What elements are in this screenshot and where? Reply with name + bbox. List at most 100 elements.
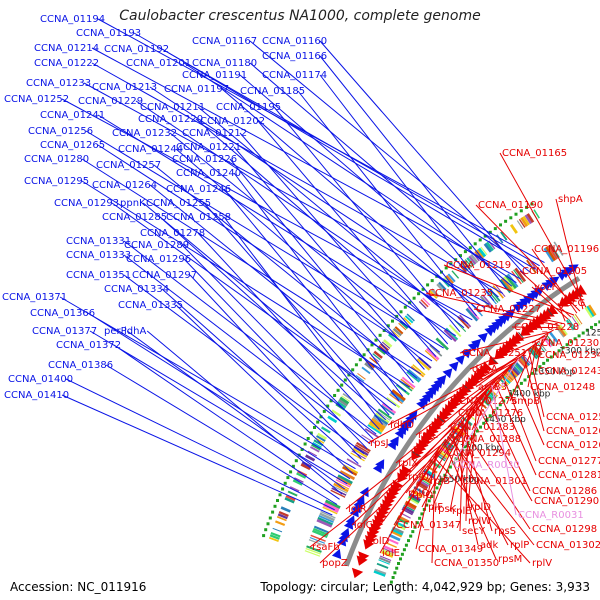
gc-dot: [565, 343, 569, 347]
annotation-bar: [531, 346, 541, 357]
annotation-bar: [447, 273, 456, 283]
gc-dot: [459, 254, 462, 258]
annotation-bar: [546, 334, 555, 345]
annotation-bar: [485, 390, 496, 400]
annotation-bar: [388, 333, 397, 342]
leader-line: [509, 366, 545, 446]
gc-dot: [420, 512, 424, 516]
leader-line: [175, 304, 354, 475]
annotation-bar: [364, 428, 380, 439]
annotation-bar: [556, 327, 565, 338]
annotation-bar: [404, 315, 414, 324]
leader-line: [59, 296, 356, 470]
gc-dot: [479, 425, 482, 429]
annotation-bar: [311, 443, 321, 451]
leader-line: [443, 441, 497, 560]
leader-line: [89, 330, 348, 485]
plus-strand-gene: [401, 464, 413, 476]
annotation-bar: [376, 346, 386, 355]
leader-line: [431, 453, 436, 564]
gene-label-minus: CCNA_01377: [32, 326, 97, 337]
gc-dot: [482, 421, 486, 425]
scale-tick-mark: [437, 416, 445, 423]
annotation-bar: [466, 257, 475, 267]
gc-dot: [523, 378, 527, 382]
leader-line: [257, 120, 449, 345]
gene-label-plus: iolC: [354, 520, 373, 531]
leader-line: [97, 114, 456, 337]
annotation-bar: [514, 267, 527, 283]
leader-line: [61, 394, 333, 516]
annotation-bar: [268, 536, 279, 542]
minus-strand-gene: [471, 338, 482, 349]
gene-label-minus: CCNA_01293: [54, 198, 119, 209]
gene-label-plus: CCNA_01275: [452, 396, 517, 407]
annotation-bar: [355, 444, 370, 454]
gc-dot: [266, 522, 270, 526]
annotation-bar: [533, 209, 540, 219]
annotation-bar: [343, 464, 359, 474]
annotation-bar: [376, 562, 389, 569]
gene-label-minus: CCNA_01241: [40, 110, 105, 121]
leader-line: [474, 402, 533, 502]
gc-dot: [514, 212, 518, 216]
annotation-bar: [327, 415, 338, 424]
gc-dot: [309, 431, 313, 435]
leader-line: [421, 397, 481, 508]
leader-line: [123, 274, 365, 455]
annotation-bar: [379, 555, 392, 562]
annotation-bar: [390, 530, 403, 538]
minus-strand-gene: [436, 374, 447, 385]
minus-strand-gene: [407, 410, 418, 421]
annotation-bar: [412, 364, 426, 376]
gc-dot: [400, 552, 404, 556]
annotation-bar: [292, 478, 303, 486]
leader-line: [451, 430, 479, 546]
gc-dot: [438, 482, 441, 486]
leader-line: [427, 386, 491, 482]
gc-dot: [463, 250, 467, 254]
gc-dot: [519, 381, 523, 385]
gene-label-plus: yocF: [534, 282, 558, 293]
gene-label-minus: CCNA_01265: [40, 140, 105, 151]
annotation-bar: [318, 515, 334, 523]
leader-line: [249, 40, 531, 273]
annotation-bar: [391, 389, 406, 402]
gene-label-minus: CCNA_01256: [28, 126, 93, 137]
annotation-bar: [310, 534, 326, 542]
leader-line: [443, 264, 575, 316]
gc-dot: [561, 346, 565, 350]
minus-strand-gene: [534, 286, 545, 297]
annotation-bar: [408, 495, 420, 504]
gene-label-minus: CCNA_01295: [24, 176, 89, 187]
genome-backbone: [343, 276, 581, 567]
annotation-bar: [398, 322, 407, 331]
gene-label-plus: rplX: [398, 458, 418, 469]
gc-dot: [590, 325, 593, 329]
gc-dot: [347, 373, 351, 377]
gene-label-minus: CCNA_01194: [40, 14, 105, 25]
gc-dot: [504, 219, 508, 223]
annotation-bar: [287, 490, 298, 497]
annotation-bar: [381, 402, 397, 414]
gc-dot: [598, 320, 600, 324]
gc-dot: [399, 310, 403, 314]
gc-dot: [557, 349, 561, 353]
minus-strand-gene: [389, 436, 399, 447]
scale-tick-mark: [490, 356, 497, 364]
leader-line: [522, 354, 545, 432]
annotation-bar: [351, 450, 366, 460]
annotation-bar: [280, 506, 291, 513]
minus-strand-gene: [331, 548, 342, 560]
gene-label-plus: CCNA_01243: [538, 366, 600, 377]
leader-line: [123, 240, 377, 435]
annotation-bar: [443, 329, 457, 343]
gene-label-minus: CCNA_01167: [192, 36, 257, 47]
gc-dot: [546, 358, 549, 362]
gene-label-plus: CCNA_01276: [458, 408, 523, 419]
gene-label-minus: CCNA_01335: [118, 300, 183, 311]
minus-strand-gene: [345, 515, 355, 526]
leader-line: [379, 447, 440, 554]
leader-line: [451, 358, 520, 466]
leader-line: [83, 82, 490, 305]
